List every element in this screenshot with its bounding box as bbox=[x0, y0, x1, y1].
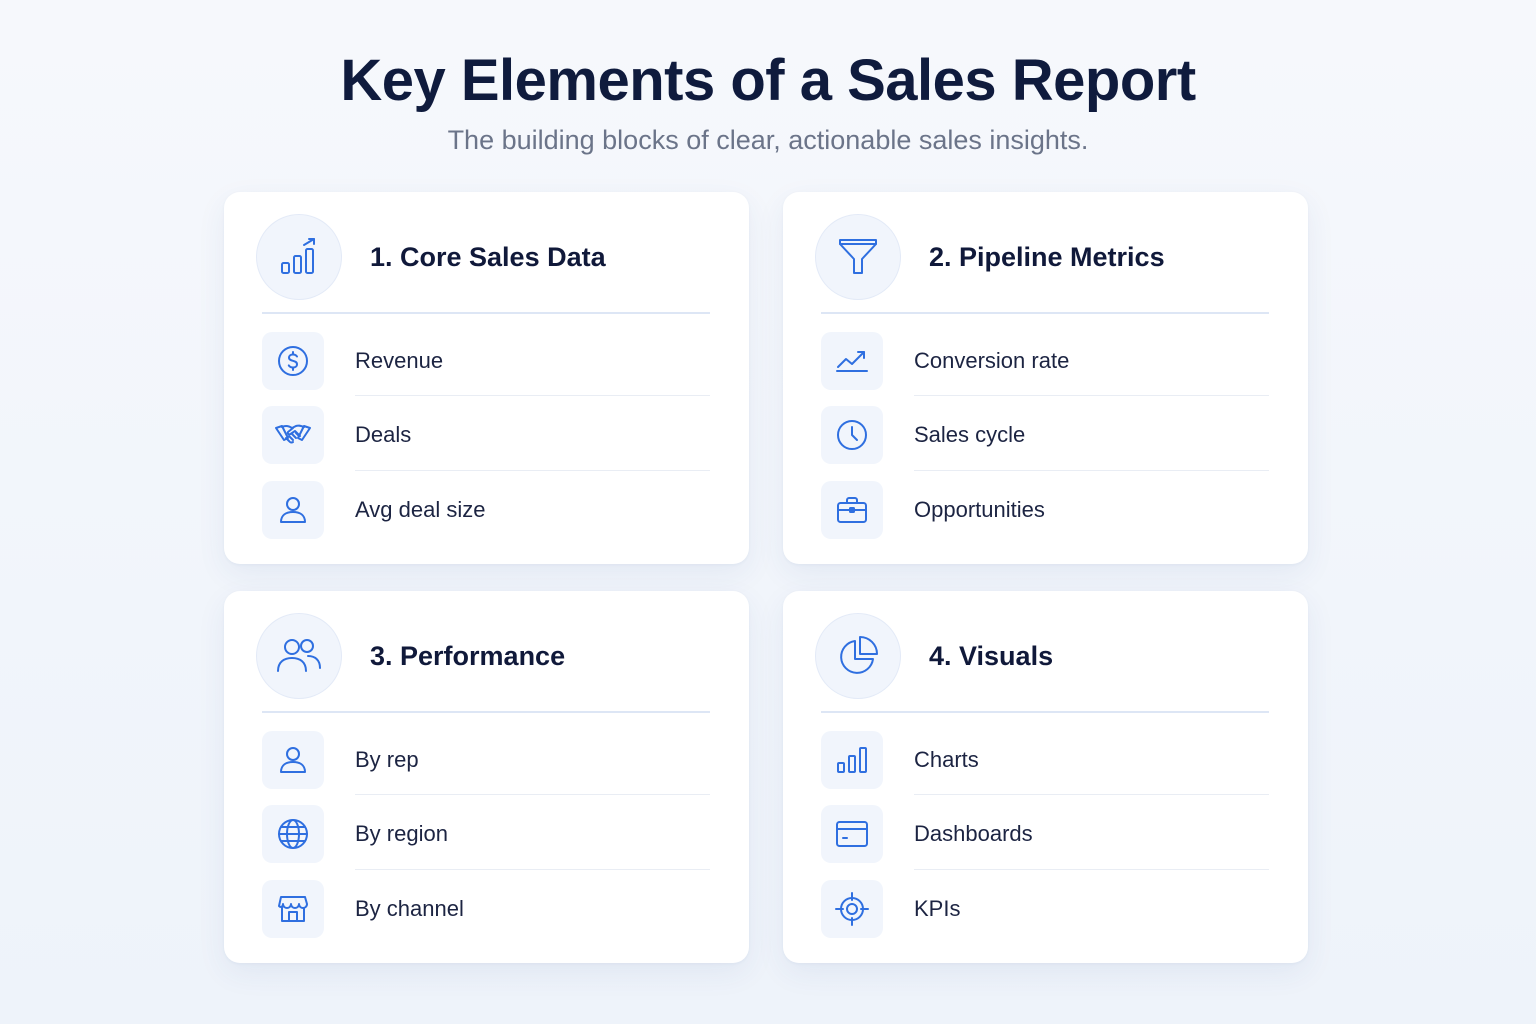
card-title: 1. Core Sales Data bbox=[370, 241, 606, 272]
briefcase-icon bbox=[821, 481, 883, 539]
users-icon bbox=[256, 613, 342, 699]
list-item-label: Conversion rate bbox=[914, 348, 1070, 373]
bar-chart-icon bbox=[821, 731, 883, 789]
card-header: 2. Pipeline Metrics bbox=[815, 214, 1270, 300]
list-item-label: Avg deal size bbox=[355, 497, 486, 522]
card-header: 1. Core Sales Data bbox=[256, 214, 711, 300]
list-item-kpis: KPIs bbox=[821, 879, 1269, 939]
user-icon bbox=[262, 731, 324, 789]
user-icon bbox=[262, 481, 324, 539]
card-title: 4. Visuals bbox=[929, 640, 1054, 671]
list-item-conversion-rate: Conversion rate bbox=[821, 331, 1269, 391]
list-item-label: By region bbox=[355, 821, 448, 846]
item-divider bbox=[355, 470, 710, 471]
globe-icon bbox=[262, 805, 324, 863]
list-item-avg-deal-size: Avg deal size bbox=[262, 480, 710, 540]
item-divider bbox=[914, 470, 1269, 471]
list-item-label: Sales cycle bbox=[914, 422, 1026, 447]
pie-chart-icon bbox=[815, 613, 901, 699]
list-item-label: Revenue bbox=[355, 348, 444, 373]
list-item-label: Opportunities bbox=[914, 497, 1045, 522]
list-item-by-channel: By channel bbox=[262, 879, 710, 939]
list-item-label: By channel bbox=[355, 896, 464, 921]
item-divider bbox=[914, 395, 1269, 396]
trend-up-icon bbox=[821, 332, 883, 390]
card-divider bbox=[821, 312, 1269, 314]
card-pipeline-metrics: 2. Pipeline Metrics Conversion rate S bbox=[783, 192, 1308, 564]
card-visuals: 4. Visuals Charts Dashboar bbox=[783, 591, 1308, 963]
item-divider bbox=[355, 869, 710, 870]
dollar-icon bbox=[262, 332, 324, 390]
card-divider bbox=[821, 711, 1269, 713]
funnel-icon bbox=[815, 214, 901, 300]
list-item-label: KPIs bbox=[914, 896, 961, 921]
clock-icon bbox=[821, 406, 883, 464]
card-divider bbox=[262, 711, 710, 713]
list-item-by-region: By region bbox=[262, 804, 710, 864]
list-item-dashboards: Dashboards bbox=[821, 804, 1269, 864]
card-header: 3. Performance bbox=[256, 613, 711, 699]
card-performance: 3. Performance By rep By region bbox=[224, 591, 749, 963]
item-divider bbox=[914, 869, 1269, 870]
target-icon bbox=[821, 880, 883, 938]
item-divider bbox=[355, 794, 710, 795]
list-item-revenue: Revenue bbox=[262, 331, 710, 391]
card-header: 4. Visuals bbox=[815, 613, 1270, 699]
list-item-by-rep: By rep bbox=[262, 730, 710, 790]
item-divider bbox=[914, 794, 1269, 795]
store-icon bbox=[262, 880, 324, 938]
list-item-opportunities: Opportunities bbox=[821, 480, 1269, 540]
page-subtitle: The building blocks of clear, actionable… bbox=[447, 125, 1089, 155]
handshake-icon bbox=[262, 406, 324, 464]
list-item-label: Charts bbox=[914, 747, 979, 772]
list-item-charts: Charts bbox=[821, 730, 1269, 790]
list-item-label: By rep bbox=[355, 747, 419, 772]
list-item-deals: Deals bbox=[262, 405, 710, 465]
list-item-sales-cycle: Sales cycle bbox=[821, 405, 1269, 465]
page-title: Key Elements of a Sales Report bbox=[340, 48, 1196, 113]
card-title: 3. Performance bbox=[370, 640, 566, 671]
list-item-label: Deals bbox=[355, 422, 412, 447]
list-item-label: Dashboards bbox=[914, 821, 1033, 846]
item-divider bbox=[355, 395, 710, 396]
dashboard-icon bbox=[821, 805, 883, 863]
card-divider bbox=[262, 312, 710, 314]
card-title: 2. Pipeline Metrics bbox=[929, 241, 1165, 272]
card-core-sales-data: 1. Core Sales Data Revenue bbox=[224, 192, 749, 564]
bar-chart-growth-icon bbox=[256, 214, 342, 300]
